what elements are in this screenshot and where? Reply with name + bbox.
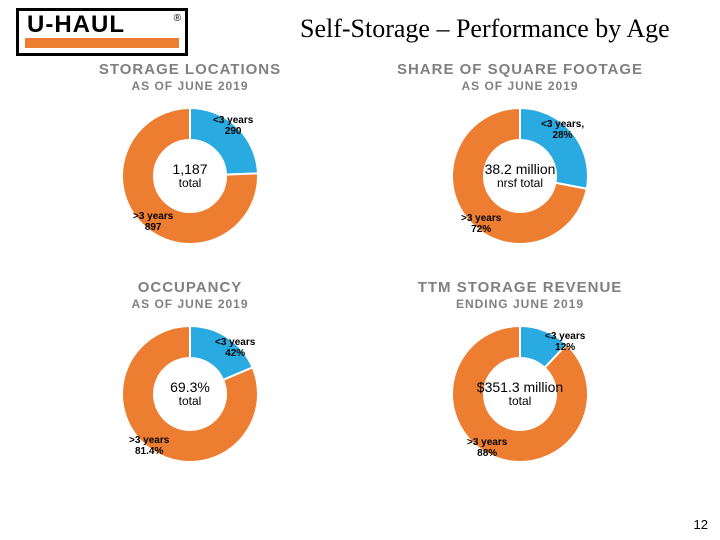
center-line2: total xyxy=(179,177,202,190)
segment-label-gt3: >3 years81.4% xyxy=(129,435,169,457)
chart-title: OCCUPANCY xyxy=(60,280,320,295)
segment-label-gt3: >3 years88% xyxy=(467,437,507,459)
segment-label-line: 88% xyxy=(467,448,507,459)
segment-label-line: 72% xyxy=(461,224,501,235)
center-line1: 1,187 xyxy=(172,162,207,177)
segment-label-line: 897 xyxy=(133,222,173,233)
segment-label-line: >3 years xyxy=(129,435,169,446)
center-line2: total xyxy=(509,395,532,408)
segment-label-line: <3 years xyxy=(215,337,255,348)
chart-revenue: TTM STORAGE REVENUE ENDING JUNE 2019 $351.… xyxy=(390,280,650,469)
segment-label-line: 81.4% xyxy=(129,446,169,457)
segment-label-gt3: >3 years897 xyxy=(133,211,173,233)
segment-label-lt3: <3 years42% xyxy=(215,337,255,359)
chart-subtitle: ENDING JUNE 2019 xyxy=(390,297,650,311)
donut-revenue: $351.3 milliontotal <3 years12% >3 years88… xyxy=(445,319,595,469)
donut-occupancy: 69.3%total <3 years42% >3 years81.4% xyxy=(115,319,265,469)
center-line2: total xyxy=(179,395,202,408)
center-line1: 38.2 million xyxy=(485,162,556,177)
donut-locations: 1,187total <3 years290 >3 years897 xyxy=(115,101,265,251)
center-line1: 69.3% xyxy=(170,380,210,395)
logo-registered-icon: ® xyxy=(174,13,181,24)
chart-subtitle: AS OF JUNE 2019 xyxy=(390,79,650,93)
segment-label-lt3: <3 years12% xyxy=(545,331,585,353)
donut-sqft: 38.2 millionnrsf total <3 years,28% >3 yea… xyxy=(445,101,595,251)
segment-label-line: <3 years xyxy=(545,331,585,342)
segment-label-gt3: >3 years72% xyxy=(461,213,501,235)
segment-label-line: <3 years, xyxy=(541,119,584,130)
chart-subtitle: AS OF JUNE 2019 xyxy=(60,297,320,311)
segment-label-lt3: <3 years290 xyxy=(213,115,253,137)
uhaul-logo: U-HAUL ® xyxy=(16,8,188,56)
page-title: Self-Storage – Performance by Age xyxy=(300,14,670,44)
chart-sqft: SHARE OF SQUARE FOOTAGE AS OF JUNE 2019 38… xyxy=(390,62,650,251)
page-number: 12 xyxy=(694,517,708,532)
segment-label-line: >3 years xyxy=(461,213,501,224)
segment-label-line: 42% xyxy=(215,348,255,359)
chart-locations: STORAGE LOCATIONS AS OF JUNE 2019 1,187tot… xyxy=(60,62,320,251)
chart-title: TTM STORAGE REVENUE xyxy=(390,280,650,295)
logo-text: U-HAUL xyxy=(27,11,125,39)
chart-occupancy: OCCUPANCY AS OF JUNE 2019 69.3%total <3 yea… xyxy=(60,280,320,469)
segment-label-line: <3 years xyxy=(213,115,253,126)
segment-label-line: >3 years xyxy=(467,437,507,448)
segment-label-line: >3 years xyxy=(133,211,173,222)
chart-title: SHARE OF SQUARE FOOTAGE xyxy=(390,62,650,77)
center-line1: $351.3 million xyxy=(477,380,563,395)
segment-label-lt3: <3 years,28% xyxy=(541,119,584,141)
segment-label-line: 28% xyxy=(541,130,584,141)
chart-title: STORAGE LOCATIONS xyxy=(60,62,320,77)
logo-underline-bar xyxy=(25,38,179,48)
segment-label-line: 12% xyxy=(545,342,585,353)
segment-label-line: 290 xyxy=(213,126,253,137)
center-line2: nrsf total xyxy=(497,177,543,190)
chart-subtitle: AS OF JUNE 2019 xyxy=(60,79,320,93)
